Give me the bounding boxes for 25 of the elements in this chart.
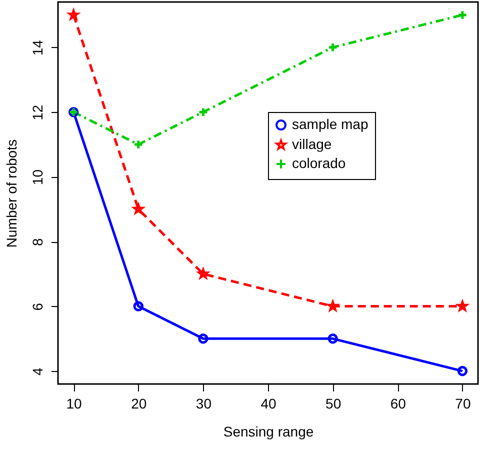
point: [133, 139, 144, 150]
y-tick-label: 12: [30, 104, 46, 120]
x-tick-label: 50: [326, 396, 342, 412]
x-tick-label: 30: [196, 396, 212, 412]
x-tick-label: 10: [66, 396, 82, 412]
x-axis-title: Sensing range: [223, 424, 314, 440]
point: [133, 301, 144, 312]
point: [328, 42, 338, 52]
legend-label: sample map: [292, 116, 368, 132]
point: [198, 334, 208, 344]
y-tick-label: 10: [30, 169, 46, 186]
legend-label: colorado: [292, 155, 346, 171]
legend-label: village: [292, 136, 332, 152]
y-axis-title: Number of robots: [4, 139, 20, 248]
y-tick-label: 6: [30, 302, 46, 311]
point: [457, 10, 468, 20]
x-tick-label: 20: [131, 396, 147, 412]
y-tick-label: 14: [30, 40, 46, 56]
x-tick-label: 60: [390, 396, 406, 412]
point: [198, 106, 208, 118]
x-tick-label: 40: [260, 396, 276, 412]
y-tick-label: 4: [30, 367, 46, 376]
point: [328, 334, 338, 344]
y-tick-label: 8: [30, 238, 46, 246]
x-tick-label: 70: [455, 396, 471, 412]
